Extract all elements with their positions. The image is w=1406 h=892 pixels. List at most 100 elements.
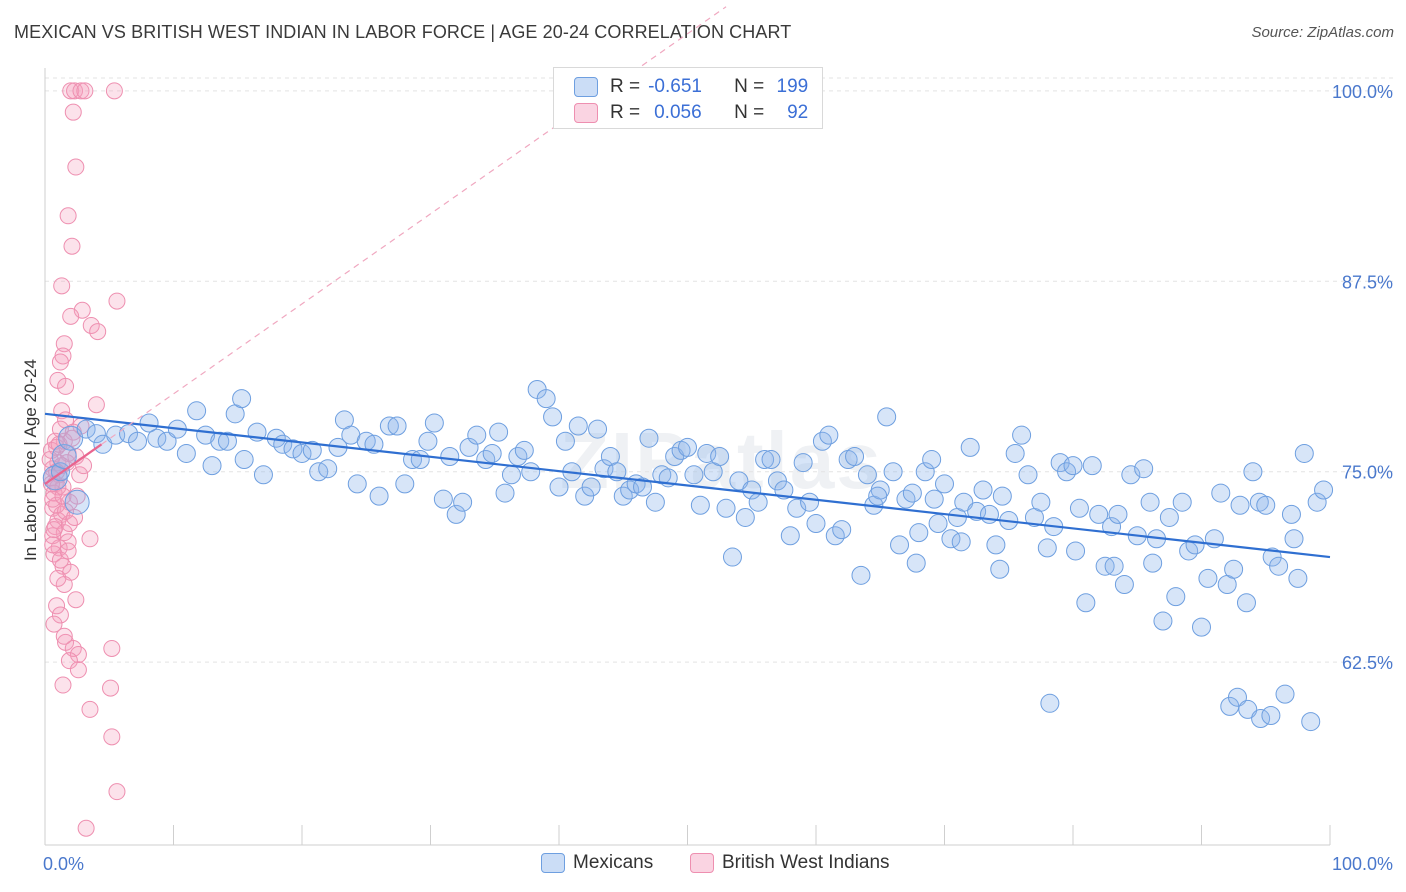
bwi-point	[77, 819, 95, 837]
mexicans-point	[710, 447, 730, 466]
r-value: 0.056	[654, 102, 702, 123]
mexicans-point	[440, 447, 460, 466]
chart-title: MEXICAN VS BRITISH WEST INDIAN IN LABOR …	[14, 22, 792, 42]
bwi-point	[66, 82, 84, 100]
legend-item-mexicans[interactable]: Mexicans	[541, 852, 653, 874]
mexicans-point	[1104, 556, 1124, 576]
bwi-point	[53, 277, 71, 295]
mexicans-trend-line	[44, 412, 1331, 559]
mexicans-point	[924, 489, 944, 509]
mexicans-point	[1269, 556, 1289, 576]
x-tick-label: 0.0%	[43, 854, 84, 874]
mexicans-point	[954, 492, 974, 512]
mexicans-point	[453, 492, 473, 512]
y-tick-label: 62.5%	[1342, 653, 1393, 673]
mexicans-point	[1211, 483, 1231, 503]
bwi-point	[63, 429, 81, 447]
bwi-point	[55, 575, 73, 593]
mexicans-point	[1284, 529, 1304, 549]
mexicans-point	[568, 416, 588, 436]
mexicans-point	[543, 407, 563, 427]
bwi-point	[81, 530, 99, 548]
mexicans-point	[292, 443, 312, 463]
bwi-point	[62, 307, 80, 325]
legend-label-mexicans: Mexicans	[573, 852, 654, 873]
legend-item-bwi[interactable]: British West Indians	[690, 852, 890, 874]
mexicans-points	[42, 379, 1334, 732]
mexicans-point	[1261, 706, 1281, 725]
mexicans-point	[157, 431, 177, 451]
mexicans-point	[800, 492, 820, 512]
bwi-point	[81, 700, 99, 718]
mexicans-point	[1108, 504, 1128, 524]
mexicans-point	[1063, 456, 1083, 476]
mexicans-point	[928, 514, 948, 534]
mexicans-point	[909, 523, 929, 543]
bwi-point	[82, 316, 100, 334]
bwi-point	[69, 661, 87, 679]
mexicans-point	[967, 501, 987, 521]
mexicans-point	[639, 428, 659, 448]
mexicans-point	[1236, 593, 1256, 613]
mexicans-point	[202, 456, 222, 476]
mexicans-point	[318, 459, 338, 479]
mexicans-point	[1251, 709, 1271, 729]
bwi-point	[57, 377, 75, 395]
mexicans-point	[806, 514, 826, 534]
mexicans-point	[890, 535, 910, 555]
mexicans-point	[93, 434, 113, 454]
mexicans-point	[489, 422, 509, 442]
mexicans-point	[845, 447, 865, 466]
bwi-point	[45, 545, 63, 563]
mexicans-point	[64, 489, 90, 515]
r-label: R =	[610, 102, 641, 123]
mexicans-point	[1134, 459, 1154, 479]
mexicans-point	[514, 440, 534, 460]
bwi-point	[55, 335, 73, 353]
mexicans-point	[1114, 574, 1134, 594]
mexicans-point	[147, 428, 167, 448]
mexicans-point	[588, 419, 608, 439]
x-tick-label: 100.0%	[1332, 854, 1393, 874]
mexicans-point	[915, 462, 935, 482]
mexicans-point	[935, 474, 954, 494]
mexicans-point	[1256, 495, 1276, 515]
mexicans-point	[139, 413, 159, 433]
mexicans-point	[1198, 568, 1218, 588]
mexicans-point	[986, 535, 1006, 555]
mexicans-point	[1192, 617, 1211, 637]
mexicans-point	[684, 465, 704, 485]
mexicans-point	[1076, 593, 1096, 613]
mexicans-point	[501, 465, 521, 485]
mexicans-point	[387, 416, 407, 436]
mexicans-point	[877, 407, 897, 427]
mexicans-point	[678, 437, 697, 457]
mexicans-point	[555, 431, 575, 451]
mexicans-point	[369, 486, 389, 506]
mexicans-point	[748, 492, 768, 512]
bwi-point	[59, 207, 77, 225]
bwi-point	[44, 536, 62, 554]
mexicans-point	[176, 443, 196, 463]
mexicans-point	[1301, 712, 1321, 732]
bwi-point	[48, 597, 66, 615]
y-tick-label: 75.0%	[1342, 463, 1393, 483]
mexicans-point	[1082, 456, 1102, 476]
mexicans-point	[1089, 504, 1109, 524]
mexicans-point	[1238, 699, 1258, 719]
bwi-point	[103, 728, 121, 746]
mexicans-point	[482, 443, 502, 463]
trend-lines	[44, 6, 1331, 559]
mexicans-point	[495, 483, 515, 503]
y-tick-label: 100.0%	[1332, 82, 1393, 102]
mexicans-point	[1018, 465, 1038, 485]
mexicans-point	[990, 559, 1010, 579]
bottom-legend: Mexicans British West Indians	[0, 852, 1406, 878]
mexicans-point	[973, 480, 993, 500]
mexicans-point	[395, 474, 415, 494]
bwi-point	[59, 542, 77, 560]
bwi-point	[103, 639, 121, 657]
mexicans-point	[467, 425, 487, 445]
mexicans-point	[690, 495, 710, 515]
mexicans-point	[1227, 687, 1247, 707]
